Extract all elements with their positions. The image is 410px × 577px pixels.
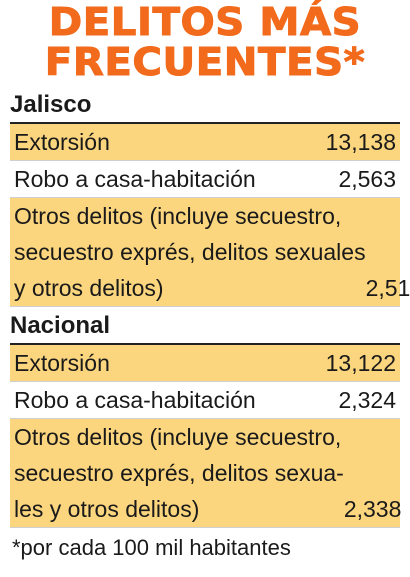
row-label: Extorsión bbox=[14, 129, 110, 155]
row-label-line: Otros delitos (incluye secuestro, bbox=[14, 203, 342, 229]
row-value: 2,515 bbox=[365, 275, 410, 301]
table-jalisco: Extorsión 13,138 Robo a casa-habitación … bbox=[10, 124, 410, 307]
row-value: 13,138 bbox=[325, 129, 396, 155]
row-value: 13,122 bbox=[325, 350, 396, 376]
table-row: Extorsión 13,138 bbox=[10, 124, 400, 161]
section-title-jalisco: Jalisco bbox=[10, 86, 400, 124]
table-row: Extorsión 13,122 bbox=[10, 345, 400, 382]
row-label-line: les y otros delitos) bbox=[14, 496, 200, 522]
table-row: Otros delitos (incluye secuestro, secues… bbox=[10, 419, 402, 528]
row-label-line: Otros delitos (incluye secuestro, bbox=[14, 424, 342, 450]
row-label: Otros delitos (incluye secuestro, secues… bbox=[14, 198, 366, 306]
infographic: DELITOS MÁS FRECUENTES* Jalisco Extorsió… bbox=[0, 0, 410, 560]
table-row: Otros delitos (incluye secuestro, secues… bbox=[10, 198, 410, 307]
footnote: *por cada 100 mil habitantes bbox=[12, 535, 291, 560]
table-row: Robo a casa-habitación 2,324 bbox=[10, 382, 400, 419]
row-label-line: secuestro exprés, delitos sexuales bbox=[14, 239, 366, 265]
row-label-line: secuestro exprés, delitos sexua- bbox=[14, 460, 344, 486]
table-nacional: Extorsión 13,122 Robo a casa-habitación … bbox=[10, 345, 402, 528]
row-value: 2,563 bbox=[338, 166, 396, 192]
title: DELITOS MÁS FRECUENTES* bbox=[0, 0, 410, 86]
section-title-nacional: Nacional bbox=[10, 307, 400, 345]
title-line-1: DELITOS MÁS bbox=[48, 0, 362, 44]
row-label: Extorsión bbox=[14, 350, 110, 376]
title-line-2: FRECUENTES* bbox=[44, 40, 366, 84]
row-label: Robo a casa-habitación bbox=[14, 166, 256, 192]
row-value: 2,338 bbox=[343, 496, 402, 522]
row-value: 2,324 bbox=[338, 387, 396, 413]
row-label: Otros delitos (incluye secuestro, secues… bbox=[14, 419, 344, 527]
row-label-line: y otros delitos) bbox=[14, 275, 164, 301]
table-row: Robo a casa-habitación 2,563 bbox=[10, 161, 400, 198]
row-label: Robo a casa-habitación bbox=[14, 387, 256, 413]
